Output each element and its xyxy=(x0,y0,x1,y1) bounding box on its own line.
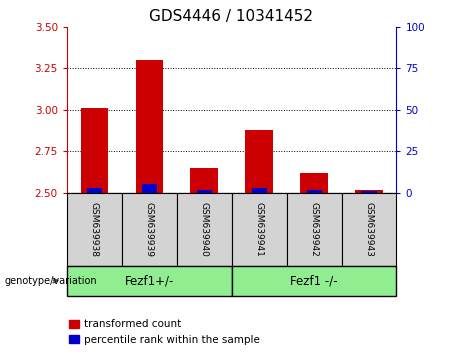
Bar xyxy=(245,130,273,193)
Bar xyxy=(355,190,383,193)
Bar xyxy=(300,173,328,193)
Bar xyxy=(67,266,231,296)
Text: GDS4446 / 10341452: GDS4446 / 10341452 xyxy=(148,9,313,24)
Text: GSM639940: GSM639940 xyxy=(200,202,209,257)
Bar xyxy=(136,60,163,193)
Bar xyxy=(197,190,212,193)
Bar xyxy=(87,188,102,193)
Bar xyxy=(67,193,122,266)
Bar xyxy=(142,184,157,193)
Bar xyxy=(342,193,396,266)
Bar xyxy=(252,188,266,193)
Text: GSM639941: GSM639941 xyxy=(254,202,264,257)
Bar xyxy=(231,266,396,296)
Text: GSM639943: GSM639943 xyxy=(365,202,373,257)
Text: GSM639938: GSM639938 xyxy=(90,202,99,257)
Text: Fezf1+/-: Fezf1+/- xyxy=(124,274,174,287)
Text: genotype/variation: genotype/variation xyxy=(5,275,97,286)
Text: Fezf1 -/-: Fezf1 -/- xyxy=(290,274,338,287)
Text: GSM639939: GSM639939 xyxy=(145,202,154,257)
Bar xyxy=(122,193,177,266)
Bar xyxy=(287,193,342,266)
Bar xyxy=(190,168,218,193)
Bar xyxy=(307,190,322,193)
Bar xyxy=(81,108,108,193)
Legend: transformed count, percentile rank within the sample: transformed count, percentile rank withi… xyxy=(65,315,264,349)
Bar xyxy=(177,193,231,266)
Text: GSM639942: GSM639942 xyxy=(309,202,319,257)
Bar xyxy=(231,193,287,266)
Bar xyxy=(361,191,377,193)
